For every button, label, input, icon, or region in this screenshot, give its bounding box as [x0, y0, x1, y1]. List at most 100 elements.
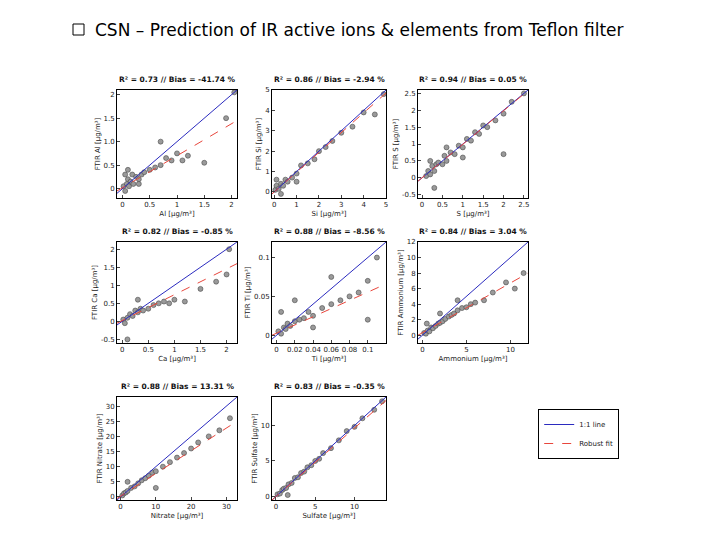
svg-text:FTIR Al [μg/m³]: FTIR Al [μg/m³]: [94, 117, 102, 170]
svg-text:0: 0: [265, 493, 269, 501]
svg-text:2: 2: [110, 91, 114, 99]
svg-text:R² = 0.83 // Bias = -0.35 %: R² = 0.83 // Bias = -0.35 %: [274, 382, 385, 391]
svg-text:20: 20: [106, 433, 115, 441]
svg-text:Si [μg/m³]: Si [μg/m³]: [312, 210, 347, 218]
svg-text:1: 1: [461, 201, 465, 209]
svg-text:1.5: 1.5: [195, 346, 206, 354]
svg-text:R² = 0.94 // Bias = 0.05 %: R² = 0.94 // Bias = 0.05 %: [419, 75, 527, 84]
svg-text:30: 30: [106, 403, 115, 411]
svg-text:5: 5: [464, 346, 468, 354]
svg-text:0: 0: [274, 346, 278, 354]
svg-text:0.5: 0.5: [144, 201, 155, 209]
svg-text:2: 2: [501, 201, 505, 209]
svg-text:0.02: 0.02: [287, 346, 303, 354]
svg-text:1: 1: [265, 168, 269, 176]
svg-text:1: 1: [110, 282, 114, 290]
svg-text:1: 1: [294, 201, 298, 209]
svg-text:CSN – Prediction of IR active: CSN – Prediction of IR active ions & ele…: [95, 20, 624, 40]
svg-text:FTIR Ti [μg/m³]: FTIR Ti [μg/m³]: [244, 266, 252, 318]
svg-text:Ti [μg/m³]: Ti [μg/m³]: [311, 355, 347, 363]
svg-text:1:1 line: 1:1 line: [579, 421, 605, 429]
svg-text:0.5: 0.5: [103, 300, 114, 308]
svg-text:2: 2: [411, 107, 415, 115]
svg-text:30: 30: [222, 503, 231, 511]
svg-text:-0.5: -0.5: [402, 191, 416, 199]
svg-text:Ammonium [μg/m³]: Ammonium [μg/m³]: [439, 355, 508, 363]
svg-text:0: 0: [110, 185, 114, 193]
svg-text:1.5: 1.5: [404, 124, 415, 132]
svg-text:5: 5: [110, 478, 114, 486]
svg-text:10: 10: [106, 463, 115, 471]
svg-text:1: 1: [411, 140, 415, 148]
svg-text:10: 10: [151, 503, 160, 511]
svg-text:FTIR Sulfate [μg/m³]: FTIR Sulfate [μg/m³]: [251, 413, 259, 484]
svg-text:25: 25: [106, 418, 115, 426]
svg-text:0.04: 0.04: [305, 346, 321, 354]
svg-text:Sulfate [μg/m³]: Sulfate [μg/m³]: [302, 512, 355, 520]
svg-text:2.5: 2.5: [404, 90, 415, 98]
svg-text:FTIR S [μg/m³]: FTIR S [μg/m³]: [392, 119, 400, 170]
svg-text:3: 3: [265, 127, 269, 135]
svg-text:15: 15: [106, 448, 115, 456]
svg-text:20: 20: [187, 503, 196, 511]
svg-text:5: 5: [265, 86, 269, 94]
svg-text:8: 8: [411, 270, 415, 278]
svg-text:3: 3: [339, 201, 343, 209]
svg-text:6: 6: [411, 285, 416, 293]
svg-text:0: 0: [118, 503, 122, 511]
svg-text:0.05: 0.05: [254, 293, 270, 301]
svg-text:2: 2: [110, 246, 114, 254]
svg-text:4: 4: [361, 201, 366, 209]
svg-text:0.5: 0.5: [437, 201, 448, 209]
svg-text:12: 12: [407, 238, 416, 246]
svg-text:10: 10: [261, 422, 270, 430]
svg-text:0: 0: [265, 188, 269, 196]
svg-text:0.08: 0.08: [342, 346, 358, 354]
svg-text:1: 1: [175, 201, 179, 209]
svg-text:Ca [μg/m³]: Ca [μg/m³]: [158, 355, 196, 363]
svg-text:S [μg/m³]: S [μg/m³]: [456, 210, 489, 218]
svg-text:2: 2: [411, 316, 415, 324]
svg-text:0: 0: [420, 346, 424, 354]
svg-text:0: 0: [272, 201, 276, 209]
svg-text:R² = 0.73 // Bias = -41.74 %: R² = 0.73 // Bias = -41.74 %: [119, 75, 236, 84]
svg-text:4: 4: [265, 107, 270, 115]
svg-text:Nitrate [μg/m³]: Nitrate [μg/m³]: [151, 512, 204, 520]
svg-text:R² = 0.82 // Bias = -0.85 %: R² = 0.82 // Bias = -0.85 %: [122, 227, 233, 236]
svg-text:R² = 0.86 // Bias = -2.94 %: R² = 0.86 // Bias = -2.94 %: [274, 75, 385, 84]
svg-text:1.5: 1.5: [103, 264, 114, 272]
svg-text:5: 5: [313, 503, 317, 511]
svg-text:FTIR Si [μg/m³]: FTIR Si [μg/m³]: [255, 118, 263, 171]
svg-text:0: 0: [120, 346, 124, 354]
svg-text:2: 2: [265, 148, 269, 156]
svg-text:0.5: 0.5: [143, 346, 154, 354]
svg-text:-0.5: -0.5: [101, 336, 115, 344]
svg-text:2: 2: [317, 201, 321, 209]
svg-text:0: 0: [265, 332, 269, 340]
svg-text:0.1: 0.1: [362, 346, 373, 354]
svg-text:0: 0: [110, 493, 114, 501]
svg-text:0: 0: [411, 332, 415, 340]
svg-text:1.5: 1.5: [103, 115, 114, 123]
svg-text:0.5: 0.5: [103, 162, 114, 170]
svg-text:Robust fit: Robust fit: [579, 440, 613, 448]
svg-text:R² = 0.88 // Bias = -8.56 %: R² = 0.88 // Bias = -8.56 %: [274, 227, 385, 236]
svg-text:Al [μg/m³]: Al [μg/m³]: [159, 210, 195, 218]
svg-text:0: 0: [411, 174, 415, 182]
svg-text:10: 10: [350, 503, 359, 511]
svg-text:R² = 0.88 // Bias = 13.31 %: R² = 0.88 // Bias = 13.31 %: [121, 382, 234, 391]
svg-text:1.5: 1.5: [199, 201, 210, 209]
svg-text:0: 0: [110, 318, 114, 326]
svg-text:10: 10: [506, 346, 515, 354]
svg-text:FTIR Ammonium [μg/m³]: FTIR Ammonium [μg/m³]: [397, 249, 405, 336]
svg-text:2: 2: [229, 201, 233, 209]
svg-text:2.5: 2.5: [518, 201, 529, 209]
svg-text:1: 1: [172, 346, 176, 354]
svg-text:0.1: 0.1: [258, 254, 269, 262]
svg-text:1.0: 1.0: [103, 138, 114, 146]
svg-text:0: 0: [120, 201, 124, 209]
svg-text:2: 2: [224, 346, 228, 354]
svg-text:R² = 0.84 // Bias = 3.04 %: R² = 0.84 // Bias = 3.04 %: [419, 227, 527, 236]
svg-text:5: 5: [265, 457, 269, 465]
svg-text:0.06: 0.06: [323, 346, 339, 354]
